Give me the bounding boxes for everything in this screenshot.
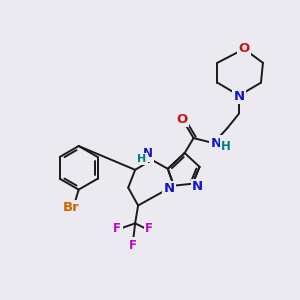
Text: H: H — [221, 140, 231, 152]
Text: F: F — [145, 222, 153, 235]
Text: N: N — [143, 148, 153, 160]
Text: N: N — [211, 136, 222, 150]
Text: N: N — [234, 90, 245, 103]
Text: F: F — [113, 222, 121, 235]
Text: Br: Br — [62, 201, 79, 214]
Text: N: N — [192, 180, 203, 193]
Text: N: N — [163, 182, 174, 195]
Text: O: O — [238, 42, 250, 56]
Text: H: H — [137, 154, 147, 164]
Text: O: O — [176, 113, 187, 126]
Text: F: F — [129, 238, 137, 252]
